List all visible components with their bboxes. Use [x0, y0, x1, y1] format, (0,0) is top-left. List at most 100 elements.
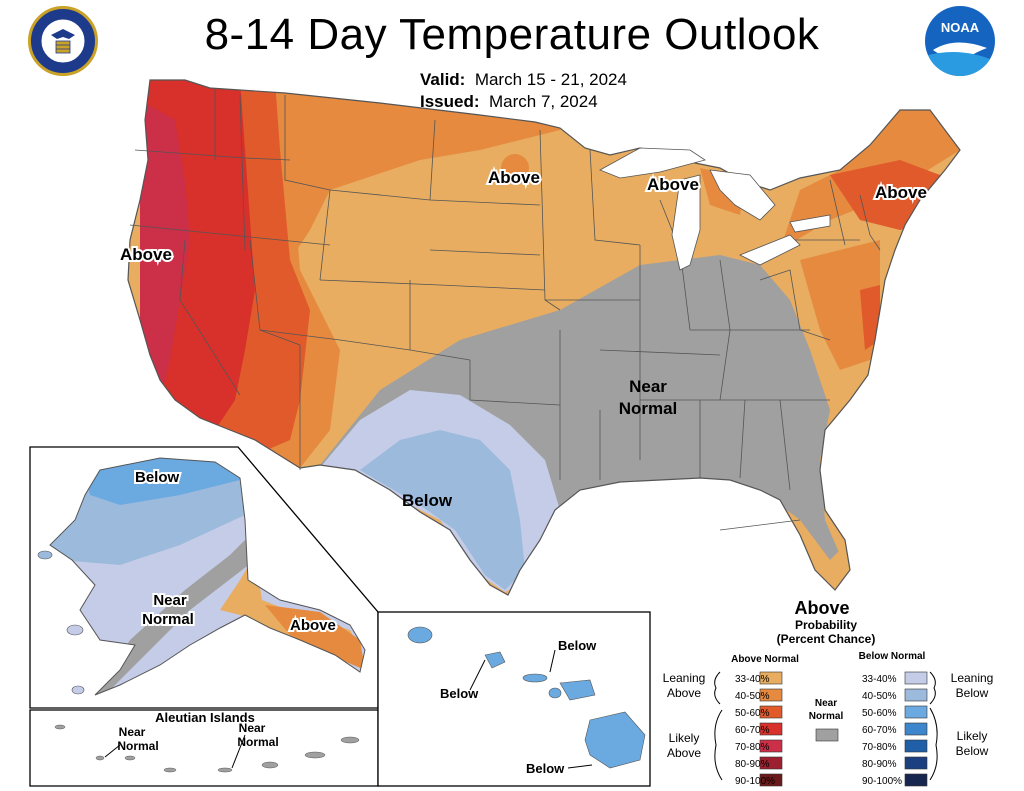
- legend-below-range-3: 60-70%: [862, 725, 897, 736]
- legend-below-swatch-4: [904, 739, 928, 753]
- legend-heading: Above: [794, 598, 849, 618]
- hawaii-inset: [377, 611, 651, 787]
- doc-seal-logo: [28, 6, 98, 76]
- issued-line: Issued: March 7, 2024: [420, 92, 598, 112]
- label-near-normal-1: Near: [629, 377, 667, 396]
- legend-below-bins: 33-40% 40-50% 50-60% 60-70% 70-80% 80-90% 90-1…: [862, 671, 928, 787]
- legend-above-range-5: 80-90%: [735, 759, 770, 770]
- noaa-bird-icon: [925, 42, 995, 76]
- eagle-icon: [40, 18, 86, 64]
- legend-above-range-2: 50-60%: [735, 708, 770, 719]
- kauai-island: [407, 626, 433, 644]
- valid-dates: March 15 - 21, 2024: [474, 70, 627, 89]
- noaa-logo: NOAA: [925, 6, 995, 76]
- map-title: 8-14 Day Temperature Outlook: [204, 10, 820, 59]
- midatlantic-above-50: [860, 285, 880, 350]
- label-above-greatlakes: Above: [647, 175, 699, 194]
- lake-erie: [739, 234, 801, 266]
- label-ak-normal: Normal: [142, 611, 194, 628]
- legend-subheading-2: (Percent Chance): [777, 632, 876, 646]
- legend-below-col-title: Below Normal: [859, 651, 926, 662]
- label-below-southwest: Below: [402, 491, 453, 510]
- legend-below-swatch-3: [904, 722, 928, 736]
- lake-huron: [709, 169, 776, 221]
- legend-likely-above-2: Above: [667, 746, 701, 760]
- legend-below-swatch-2: [904, 705, 928, 719]
- legend-above-swatch-3: [759, 722, 783, 736]
- legend-brace-likely-above: [714, 709, 723, 781]
- legend-above-range-3: 60-70%: [735, 725, 770, 736]
- label-above-west: Above: [120, 245, 172, 264]
- hawaii-labels: Below Below Below: [440, 638, 597, 776]
- legend-below-range-4: 70-80%: [862, 742, 897, 753]
- alaska-above-40: [265, 605, 365, 670]
- aleutian-normal-1: Normal: [117, 739, 158, 753]
- legend-below-swatch-0: [904, 671, 928, 685]
- legend: Above Probability (Percent Chance) Above…: [663, 598, 994, 787]
- legend-below-swatch-5: [904, 756, 928, 770]
- label-near-normal-2: Normal: [619, 399, 678, 418]
- aleutian-leader-1: [104, 744, 121, 758]
- legend-subheading-1: Probability: [795, 618, 857, 632]
- issued-date: March 7, 2024: [488, 92, 598, 111]
- state-borders: [127, 79, 961, 596]
- valid-line: Valid: March 15 - 21, 2024: [420, 70, 627, 90]
- dakota-above-40: [501, 154, 529, 182]
- great-lakes: [599, 147, 831, 271]
- hawaii-below-2: Below: [558, 638, 597, 653]
- hawaii-below-3: Below: [526, 761, 565, 776]
- aleutian-labels: Aleutian Islands Near Normal Near Normal: [117, 710, 278, 753]
- hawaii-below-1: Below: [440, 686, 479, 701]
- legend-above-range-4: 70-80%: [735, 742, 770, 753]
- legend-above-swatch-1: [759, 688, 783, 702]
- aleutian-islands: [54, 724, 360, 773]
- legend-above-swatch-0: [759, 671, 783, 685]
- legend-above-swatch-5: [759, 756, 783, 770]
- west-coast-above-70: [140, 100, 190, 400]
- legend-above-swatch-2: [759, 705, 783, 719]
- label-ak-below: Below: [135, 469, 180, 486]
- maui-island: [559, 679, 596, 701]
- oahu-island: [484, 651, 506, 669]
- legend-above-swatch-6: [759, 773, 783, 787]
- legend-above-bins: 33-40% 40-50% 50-60% 60-70% 70-80% 80-90% 90-1…: [735, 671, 783, 787]
- alaska-near-normal: [90, 540, 255, 695]
- lake-ontario: [789, 214, 831, 233]
- legend-below-range-0: 33-40%: [862, 674, 897, 685]
- aleutian-leader-2: [231, 734, 246, 769]
- issued-label: Issued:: [420, 92, 480, 111]
- southwest-below-40: [360, 430, 525, 590]
- legend-below-range-1: 40-50%: [862, 691, 897, 702]
- legend-likely-above-1: Likely: [669, 731, 700, 745]
- label-above-northeast: Above: [875, 183, 927, 202]
- noaa-text: NOAA: [940, 20, 980, 35]
- valid-label: Valid:: [420, 70, 466, 89]
- hawaii-leader-2: [549, 649, 556, 673]
- molokai-island: [522, 673, 548, 683]
- legend-leaning-above-1: Leaning: [663, 671, 706, 685]
- legend-likely-below-2: Below: [956, 744, 989, 758]
- legend-below-swatch-1: [904, 688, 928, 702]
- legend-brace-leaning-below: [929, 671, 936, 705]
- legend-likely-below-1: Likely: [957, 729, 988, 743]
- hawaii-leader-3: [567, 764, 593, 769]
- legend-near-swatch: [815, 728, 839, 742]
- conus-labels: Above Above Above Above Near Normal Belo…: [118, 166, 929, 510]
- legend-near-label-1: Near: [815, 698, 837, 709]
- alaska-labels: Below Near Normal Above: [133, 467, 338, 636]
- lanai-island: [548, 687, 562, 699]
- aleutian-normal-2: Normal: [237, 735, 278, 749]
- legend-leaning-below-1: Leaning: [951, 671, 994, 685]
- big-island: [584, 711, 646, 769]
- legend-above-range-0: 33-40%: [735, 674, 770, 685]
- legend-above-range-1: 40-50%: [735, 691, 770, 702]
- legend-below-range-6: 90-100%: [862, 776, 902, 787]
- label-ak-above: Above: [290, 617, 336, 634]
- lake-michigan: [671, 174, 701, 271]
- aleutian-title: Aleutian Islands: [155, 710, 255, 725]
- legend-leaning-below-2: Below: [956, 686, 989, 700]
- aleutian-near-1: Near: [119, 725, 146, 739]
- lake-superior: [599, 147, 706, 179]
- aleutian-near-2: Near: [239, 721, 266, 735]
- legend-below-range-2: 50-60%: [862, 708, 897, 719]
